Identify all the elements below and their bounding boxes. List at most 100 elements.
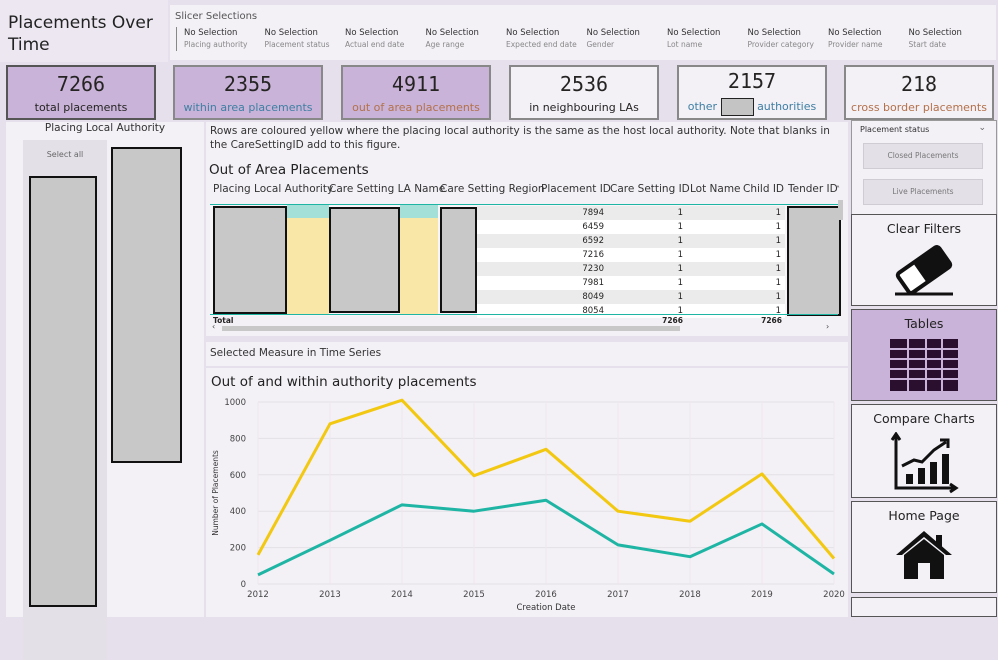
total-child: 7266 [761,316,782,325]
table-row[interactable]: 7894 1 1 [477,206,785,220]
x-tick-label: 2015 [463,590,485,600]
child-id-cell: 1 [775,222,781,232]
y-tick-label: 0 [241,580,246,590]
column-header[interactable]: Child ID [743,183,785,195]
scroll-up-icon[interactable]: ˄ [836,185,840,194]
card-out-of-area[interactable]: 4911 out of area placements [341,65,491,120]
closed-placements-option[interactable]: Closed Placements [863,143,983,169]
x-tick-label: 2016 [535,590,557,600]
placement-id-cell: 8054 [582,306,604,316]
slicer-selection-item: No Selection Actual end date [345,28,423,49]
slicer-label: Actual end date [345,40,405,49]
card-label-post: authorities [757,100,817,113]
redacted-box [720,98,754,116]
blank-button[interactable] [851,597,997,617]
series-line [256,398,836,560]
slicer-label: Placement status [264,40,330,49]
card-within-area[interactable]: 2355 within area placements [173,65,323,120]
placement-status-title: Placement status [860,125,930,134]
tables-label: Tables [904,316,944,331]
scroll-left-icon[interactable]: ‹ [212,322,216,331]
total-care-setting: 7266 [662,316,683,325]
redacted-block [213,206,287,314]
live-placements-option[interactable]: Live Placements [863,179,983,205]
column-header[interactable]: Tender ID [788,183,838,195]
child-id-cell: 1 [775,306,781,316]
placement-id-cell: 6459 [582,222,604,232]
card-number: 218 [900,71,938,96]
clear-filters-button[interactable]: Clear Filters [851,214,997,306]
column-header[interactable]: Placement ID [541,183,611,195]
divider [176,27,177,51]
x-tick-label: 2013 [319,590,341,600]
table-row[interactable]: 7981 1 1 [477,276,785,290]
table-row[interactable]: 8054 1 1 [477,304,785,318]
redacted-block [787,206,841,316]
vertical-scrollbar[interactable] [838,200,843,220]
placement-id-cell: 7981 [582,278,604,288]
care-setting-id-cell: 1 [677,264,683,274]
slicer-label: Placing authority [184,40,248,49]
redacted-block [440,207,477,313]
placement-id-cell: 7230 [582,264,604,274]
page-title: Placements Over Time [8,13,153,55]
table-row[interactable]: 8049 1 1 [477,290,785,304]
placing-authority-slicer: Placing Local Authority Select all [6,122,204,660]
slicer-value: No Selection [506,28,560,38]
table-row[interactable]: 7230 1 1 [477,262,785,276]
care-setting-id-cell: 1 [677,278,683,288]
home-icon [896,531,952,579]
clear-filters-label: Clear Filters [886,221,962,236]
tables-button[interactable]: Tables [851,309,997,401]
highlight-teal [400,205,438,218]
chart-title: Out of and within authority placements [211,374,477,390]
slicer-value: No Selection [425,28,479,38]
compare-charts-button[interactable]: Compare Charts [851,404,997,498]
card-number: 2355 [223,71,273,96]
highlight-yellow [400,218,438,314]
highlight-teal [287,205,329,218]
table-title: Out of Area Placements [209,162,369,178]
table-row[interactable]: 7216 1 1 [477,248,785,262]
column-header[interactable]: Care Setting ID [610,183,690,195]
column-header[interactable]: Lot Name [690,183,741,195]
slicer-label: Provider name [828,40,883,49]
child-id-cell: 1 [775,292,781,302]
y-tick-label: 1000 [224,398,246,408]
care-setting-id-cell: 1 [677,236,683,246]
child-id-cell: 1 [775,264,781,274]
chevron-down-icon[interactable]: ⌄ [978,123,986,133]
card-number: 2536 [559,71,609,96]
compare-charts-label: Compare Charts [873,411,975,426]
slicer-value: No Selection [747,28,801,38]
card-other-authorities[interactable]: 2157 other authorities [677,65,827,120]
table-row[interactable]: 6592 1 1 [477,234,785,248]
column-header[interactable]: Placing Local Authority [213,183,334,195]
select-all-option[interactable]: Select all [46,150,84,159]
card-neighbouring[interactable]: 2536 in neighbouring LAs [509,65,659,120]
card-label-pre: other [687,100,718,113]
card-cross-border[interactable]: 218 cross border placements [844,65,994,120]
horizontal-scrollbar[interactable] [222,326,680,331]
x-tick-label: 2014 [391,590,413,600]
card-label: cross border placements [851,100,987,114]
placement-id-cell: 8049 [582,292,604,302]
divider [210,204,838,205]
column-header[interactable]: Care Setting LA Name [329,183,446,195]
x-tick-label: 2020 [823,590,845,600]
column-header[interactable]: Care Setting Region [440,183,545,195]
x-tick-label: 2019 [751,590,773,600]
placement-id-cell: 7894 [582,208,604,218]
card-number: 2157 [727,69,777,93]
child-id-cell: 1 [775,208,781,218]
slicer-label: Lot name [667,40,703,49]
home-page-button[interactable]: Home Page [851,501,997,593]
slicer-title: Placing Local Authority [44,122,166,134]
slicer-selection-item: No Selection Expected end date [506,28,584,49]
scroll-right-icon[interactable]: › [826,322,830,331]
card-total-placements[interactable]: 7266 total placements [6,65,156,120]
child-id-cell: 1 [775,278,781,288]
table-row[interactable]: 6459 1 1 [477,220,785,234]
note-panel: Rows are coloured yellow where the placi… [206,122,848,160]
home-page-label: Home Page [888,508,960,523]
